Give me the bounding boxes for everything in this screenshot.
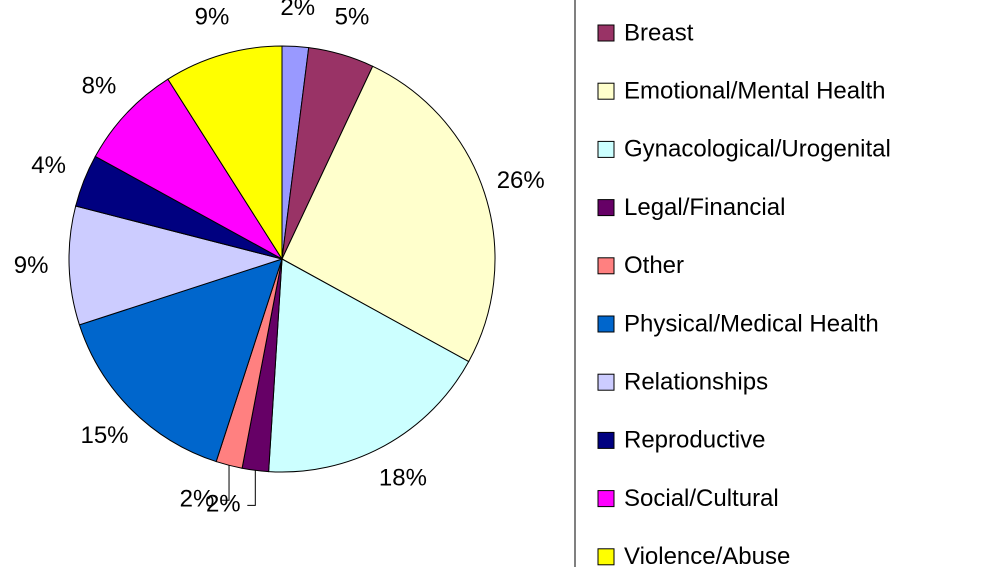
legend-label: Breast (624, 19, 694, 46)
pie-slice (94, 78, 283, 260)
pie-slice (167, 45, 283, 261)
data-label: 2% (280, 0, 315, 21)
data-label: 18% (379, 464, 427, 491)
leader-line (221, 465, 230, 501)
data-label: 15% (80, 422, 128, 449)
data-label: 9% (14, 252, 49, 279)
legend-swatch (597, 199, 615, 217)
legend-swatch (597, 140, 615, 158)
legend-label: Gynacological/Urogenital (624, 136, 891, 163)
legend-label: Physical/Medical Health (624, 310, 879, 337)
data-label: 2% (206, 491, 241, 518)
data-label: 26% (497, 167, 545, 194)
legend-label: Reproductive (624, 427, 765, 454)
legend-swatch (597, 82, 615, 100)
legend-label: Legal/Financial (624, 194, 785, 221)
legend-swatch (597, 257, 615, 275)
leader-line (247, 470, 256, 506)
legend-swatch (597, 490, 615, 508)
legend-swatch (597, 24, 615, 42)
legend-label: Other (624, 252, 684, 279)
legend-label: Violence/Abuse (624, 543, 790, 567)
data-label: 8% (82, 73, 117, 100)
legend-label: Social/Cultural (624, 485, 779, 512)
legend-swatch (597, 373, 615, 391)
legend-label: Relationships (624, 369, 768, 396)
pie-slice (268, 258, 470, 473)
legend-label: Emotional/Mental Health (624, 78, 885, 105)
legend-swatch (597, 548, 615, 566)
legend-swatch (597, 431, 615, 449)
pie-slice (78, 258, 283, 463)
pie-slice (68, 205, 284, 326)
data-label: 5% (335, 3, 370, 30)
data-label: 4% (31, 152, 66, 179)
legend-swatch (597, 315, 615, 333)
data-label: 2% (180, 486, 215, 513)
data-label: 9% (195, 3, 230, 30)
